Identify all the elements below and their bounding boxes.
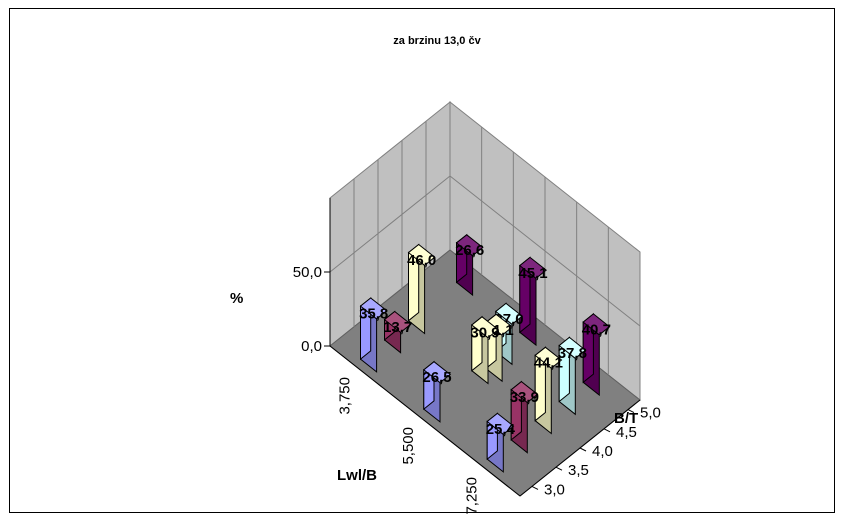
y-tick bbox=[627, 409, 635, 414]
data-label: 26,5 bbox=[422, 369, 451, 386]
z-tick-label: 50,0 bbox=[293, 264, 322, 281]
data-label: 33,9 bbox=[510, 389, 539, 406]
bar-top-face bbox=[455, 234, 484, 257]
bar: 35,8 bbox=[359, 296, 388, 373]
bar-top-face bbox=[582, 313, 611, 336]
data-label: 40,7 bbox=[582, 321, 611, 338]
bar: 37,8 bbox=[558, 336, 587, 416]
y-tick-label: 4,5 bbox=[616, 424, 637, 441]
y-tick bbox=[603, 428, 611, 433]
bar-top-face bbox=[407, 243, 436, 267]
data-label: 45,1 bbox=[518, 265, 547, 282]
chart-bars: 26,645,146,040,727,031,113,7 30,937,835,8… bbox=[359, 233, 611, 473]
y-tick-label: 4,0 bbox=[592, 443, 613, 460]
data-label: 44,1 bbox=[534, 355, 563, 372]
x-tick-label: 7,250 bbox=[463, 477, 480, 515]
data-label: 26,6 bbox=[455, 242, 484, 259]
y-tick-label: 5,0 bbox=[640, 405, 661, 422]
bar: 33,9 bbox=[510, 380, 539, 454]
y-tick bbox=[555, 466, 563, 471]
y-tick bbox=[579, 447, 587, 452]
data-label: 25,4 bbox=[486, 421, 516, 438]
bar-top-face bbox=[359, 297, 388, 320]
bar: 13,7 bbox=[383, 310, 412, 354]
bar: 44,1 bbox=[534, 346, 563, 435]
x-axis-line bbox=[329, 345, 521, 497]
bar-top-face bbox=[518, 256, 548, 279]
bar-top-face bbox=[383, 310, 412, 334]
bar: 30,9 bbox=[470, 315, 500, 385]
chart-title: za brzinu 13,0 čv bbox=[393, 35, 481, 47]
x-tick-label: 5,500 bbox=[400, 427, 417, 465]
chart-axes: 0,0 50,0 3,750 5,500 7,250 3,03,54,04,55,0 bbox=[293, 198, 661, 515]
gridline bbox=[329, 175, 641, 327]
bar-top-face bbox=[558, 336, 587, 359]
y-axis-title: B/T bbox=[614, 410, 638, 427]
bar: 45,1 bbox=[518, 256, 548, 347]
data-label: 35,8 bbox=[359, 305, 388, 322]
data-label: 30,9 bbox=[470, 324, 499, 341]
y-tick-label: 3,5 bbox=[568, 462, 589, 479]
bar-top-face bbox=[534, 346, 563, 369]
bar-top-face bbox=[422, 361, 452, 384]
bar: 26,6 bbox=[455, 233, 484, 297]
data-label: 13,7 bbox=[383, 319, 412, 336]
data-label: 37,8 bbox=[558, 345, 587, 362]
z-tick-label: 0,0 bbox=[301, 338, 322, 355]
y-tick bbox=[531, 485, 539, 490]
z-axis-title: % bbox=[230, 290, 243, 307]
bar: 46,0 bbox=[407, 243, 436, 335]
bar-top-face bbox=[494, 302, 524, 325]
bar-top-face bbox=[510, 380, 539, 404]
data-label: 46,0 bbox=[407, 252, 436, 269]
y-tick-label: 3,0 bbox=[544, 481, 565, 498]
bar-top-face bbox=[470, 316, 500, 339]
bar: 25,4 bbox=[486, 412, 516, 473]
x-tick-label: 3,750 bbox=[337, 377, 354, 415]
x-axis-title: Lwl/B bbox=[337, 467, 377, 484]
bar-top-face bbox=[486, 412, 515, 435]
bar: 26,5 bbox=[422, 360, 452, 423]
bar: 40,7 bbox=[582, 312, 611, 397]
